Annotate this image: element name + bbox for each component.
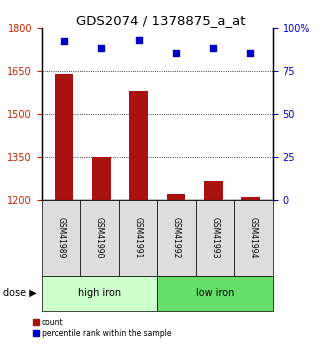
Text: GSM41990: GSM41990	[95, 217, 104, 259]
Text: GSM41992: GSM41992	[172, 217, 181, 259]
Text: low iron: low iron	[196, 288, 234, 298]
Point	[62, 39, 67, 44]
Bar	[55, 73, 74, 200]
Point	[211, 46, 216, 51]
Legend: count, percentile rank within the sample: count, percentile rank within the sample	[30, 315, 174, 341]
Text: high iron: high iron	[78, 288, 121, 298]
Bar	[241, 197, 260, 200]
Point	[99, 46, 104, 51]
Text: GSM41991: GSM41991	[134, 217, 143, 259]
Bar	[167, 194, 185, 200]
Text: GSM41993: GSM41993	[211, 217, 220, 259]
Text: dose ▶: dose ▶	[3, 288, 37, 298]
Bar	[204, 181, 222, 200]
Point	[173, 51, 178, 56]
Bar	[92, 157, 111, 200]
Bar	[129, 91, 148, 200]
Point	[248, 51, 253, 56]
Point	[136, 37, 141, 42]
Text: GSM41989: GSM41989	[56, 217, 65, 259]
Text: GDS2074 / 1378875_a_at: GDS2074 / 1378875_a_at	[76, 14, 245, 27]
Text: GSM41994: GSM41994	[249, 217, 258, 259]
